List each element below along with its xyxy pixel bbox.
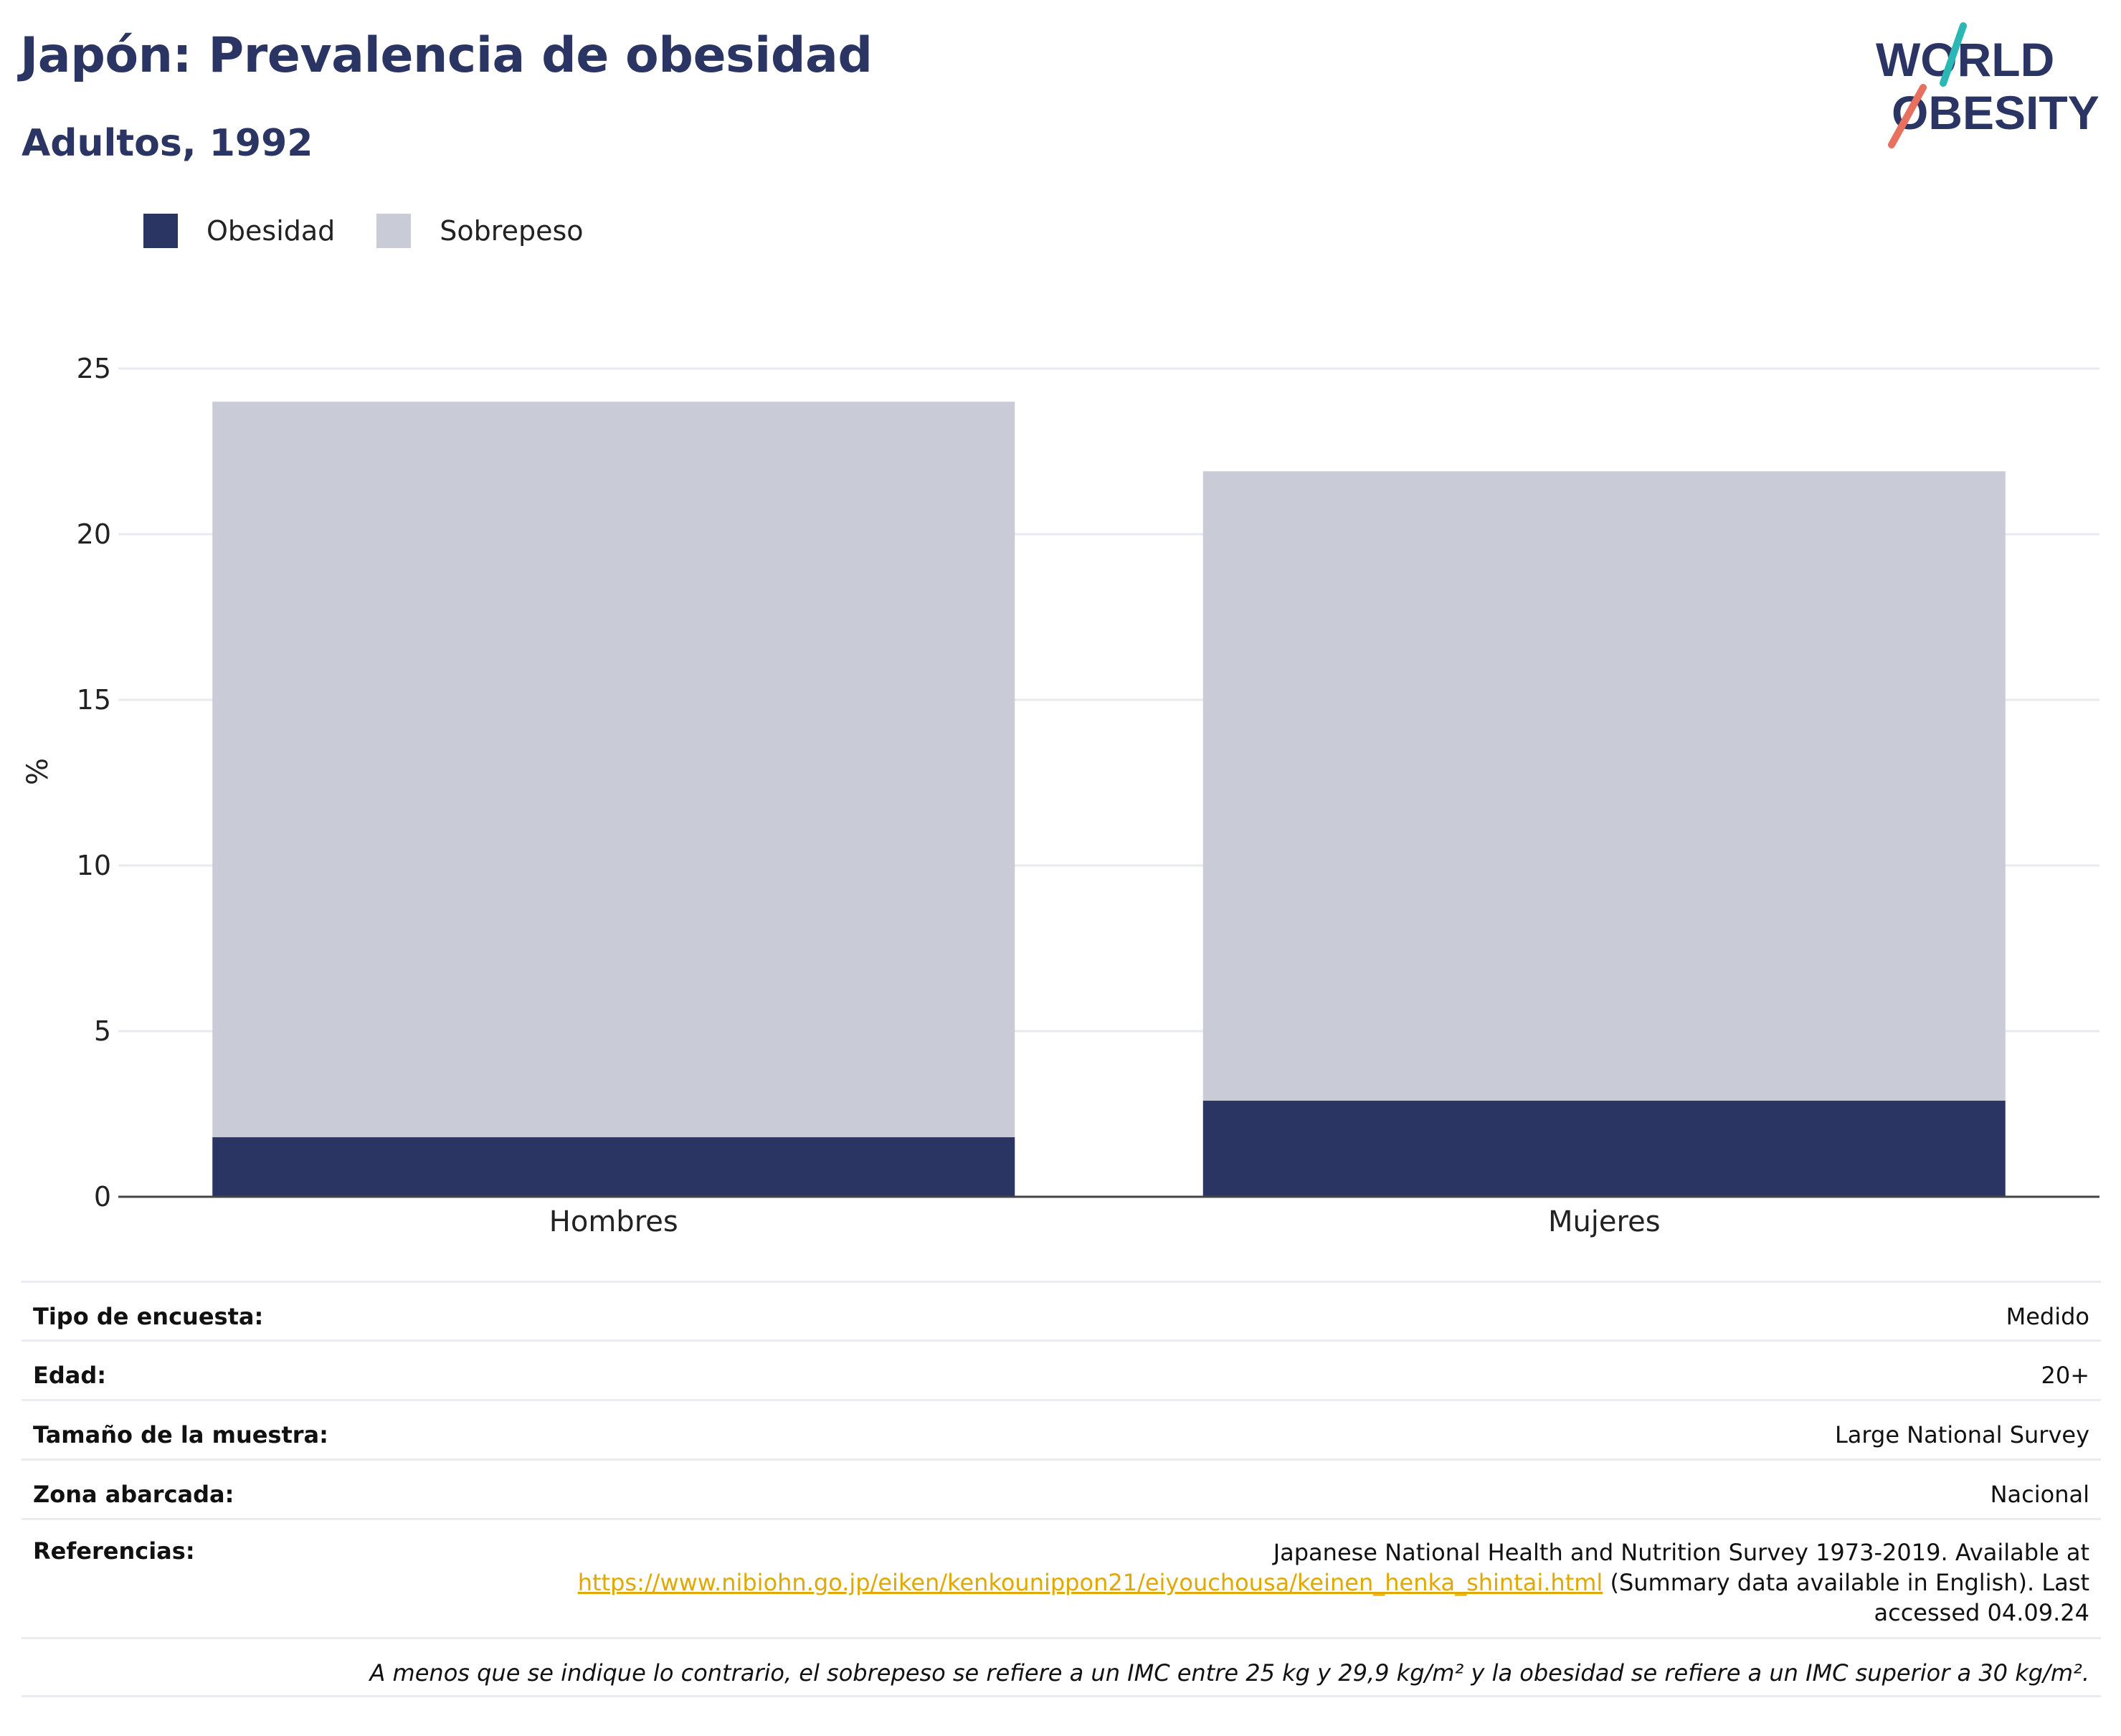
info-row-references: Referencias: Japanese National Health an… bbox=[22, 1518, 2101, 1637]
references-text-after-link: (Summary data available in English). Las… bbox=[1603, 1569, 2089, 1596]
bar-sobrepeso-mujeres[interactable] bbox=[1202, 471, 2006, 1101]
references-value: Japanese National Health and Nutrition S… bbox=[578, 1537, 2089, 1628]
bar-sobrepeso-hombres[interactable] bbox=[212, 402, 1015, 1137]
chart-legend: Obesidad Sobrepeso bbox=[143, 212, 625, 250]
logo-text-world: WORLD bbox=[1876, 33, 2054, 86]
logo-slash-teal bbox=[1940, 22, 1967, 87]
x-tick-label: Hombres bbox=[549, 1205, 678, 1238]
logo-text-obesity: OBESITY bbox=[1892, 86, 2099, 139]
y-tick-label: 10 bbox=[77, 850, 111, 881]
legend-label-obesidad: Obesidad bbox=[207, 215, 336, 247]
chart-subtitle: Adultos, 1992 bbox=[22, 122, 313, 165]
area-value: Nacional bbox=[1990, 1481, 2089, 1508]
age-value: 20+ bbox=[2041, 1362, 2089, 1389]
info-row-area: Zona abarcada: Nacional bbox=[22, 1458, 2101, 1518]
logo-slash-coral bbox=[1888, 84, 1927, 148]
y-tick-label: 5 bbox=[94, 1015, 111, 1047]
survey-type-value: Medido bbox=[2006, 1303, 2089, 1330]
chart-title: Japón: Prevalencia de obesidad bbox=[20, 27, 873, 84]
references-text-line1: Japanese National Health and Nutrition S… bbox=[1273, 1539, 2089, 1566]
bar-obesidad-mujeres[interactable] bbox=[1202, 1101, 2006, 1197]
legend-item-sobrepeso[interactable]: Sobrepeso bbox=[376, 214, 584, 248]
y-tick-label: 20 bbox=[77, 518, 111, 550]
info-table: Tipo de encuesta: Medido Edad: 20+ Tamañ… bbox=[22, 1281, 2101, 1697]
y-tick-label: 25 bbox=[77, 353, 111, 384]
sample-size-label: Tamaño de la muestra: bbox=[33, 1421, 328, 1448]
y-tick-label: 15 bbox=[77, 684, 111, 716]
survey-type-label: Tipo de encuesta: bbox=[33, 1303, 264, 1330]
age-label: Edad: bbox=[33, 1362, 107, 1389]
references-label: Referencias: bbox=[33, 1537, 195, 1565]
y-tick-label: 0 bbox=[94, 1181, 111, 1213]
legend-swatch-sobrepeso bbox=[376, 214, 412, 248]
references-text-line3: accessed 04.09.24 bbox=[1874, 1599, 2090, 1626]
area-label: Zona abarcada: bbox=[33, 1481, 234, 1508]
info-row-sample-size: Tamaño de la muestra: Large National Sur… bbox=[22, 1399, 2101, 1458]
x-tick-label: Mujeres bbox=[1548, 1205, 1661, 1238]
footnote: A menos que se indique lo contrario, el … bbox=[369, 1659, 2089, 1687]
references-link[interactable]: https://www.nibiohn.go.jp/eiken/kenkouni… bbox=[577, 1569, 1603, 1596]
legend-swatch-obesidad bbox=[143, 214, 178, 248]
legend-item-obesidad[interactable]: Obesidad bbox=[143, 214, 335, 248]
info-row-survey-type: Tipo de encuesta: Medido bbox=[22, 1281, 2101, 1339]
sample-size-value: Large National Survey bbox=[1834, 1421, 2089, 1448]
bar-obesidad-hombres[interactable] bbox=[212, 1137, 1015, 1197]
legend-label-sobrepeso: Sobrepeso bbox=[440, 215, 584, 247]
info-row-age: Edad: 20+ bbox=[22, 1339, 2101, 1399]
world-obesity-logo: WORLD OBESITY bbox=[1876, 22, 2099, 148]
references-text-line2: https://www.nibiohn.go.jp/eiken/kenkouni… bbox=[578, 1567, 2089, 1598]
bar-chart: 0 5 10 15 20 25 Hombres Mujeres bbox=[77, 353, 2099, 1238]
info-row-footnote: A menos que se indique lo contrario, el … bbox=[22, 1637, 2101, 1697]
